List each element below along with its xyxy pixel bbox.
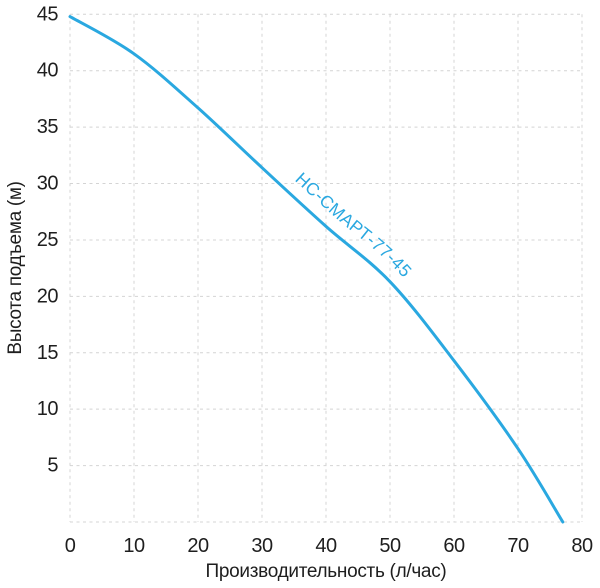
x-axis-title: Производительность (л/час) — [206, 561, 447, 582]
gridlines — [69, 13, 583, 523]
x-tick-label: 40 — [315, 535, 337, 557]
curve-label-path — [77, 6, 570, 511]
x-tick-label: 30 — [251, 535, 273, 557]
x-tick-label: 20 — [187, 535, 209, 557]
y-tick-label: 40 — [37, 60, 59, 82]
x-tick-label: 10 — [123, 535, 145, 557]
x-tick-label: 60 — [443, 535, 465, 557]
y-tick-label: 10 — [37, 398, 59, 420]
y-tick-label: 25 — [37, 229, 59, 251]
x-tick-label: 0 — [65, 535, 76, 557]
x-tick-label: 80 — [571, 535, 593, 557]
y-tick-label: 45 — [37, 3, 59, 25]
y-tick-label: 5 — [47, 455, 58, 477]
x-axis-tick-labels: 0 10 20 30 40 50 60 70 80 — [65, 535, 594, 557]
y-axis-tick-labels: 5 10 15 20 25 30 35 40 45 — [37, 3, 59, 476]
y-tick-label: 20 — [37, 285, 59, 307]
y-tick-label: 15 — [37, 342, 59, 364]
curve-series-label: НС-СМАРТ-77-45 — [292, 168, 416, 281]
x-tick-label: 70 — [507, 535, 529, 557]
x-tick-label: 50 — [379, 535, 401, 557]
pump-curve-line — [68, 15, 565, 524]
y-tick-label: 30 — [37, 173, 59, 195]
y-axis-title: Высота подъема (м) — [5, 181, 26, 354]
y-tick-label: 35 — [37, 116, 59, 138]
